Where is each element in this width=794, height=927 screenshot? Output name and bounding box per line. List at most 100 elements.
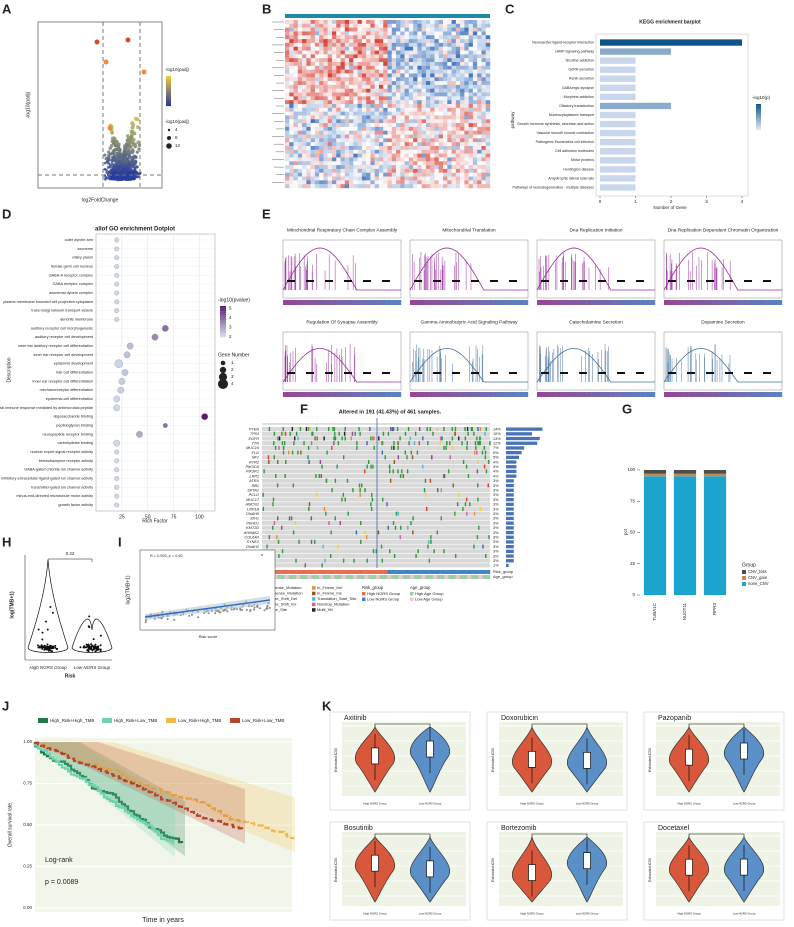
colorbar xyxy=(756,110,761,112)
heat-cell xyxy=(434,42,439,47)
heat-cell xyxy=(481,65,486,70)
heat-cell xyxy=(353,69,358,74)
scatter-point xyxy=(253,606,256,609)
heat-cell xyxy=(455,46,461,51)
heat-cell xyxy=(468,96,474,101)
heat-cell xyxy=(460,96,465,101)
volcano-point xyxy=(130,125,135,130)
heat-cell xyxy=(430,165,435,170)
heat-cell xyxy=(417,58,422,63)
heat-cell xyxy=(310,92,316,97)
mutation xyxy=(370,436,372,441)
volcano-point xyxy=(123,169,127,173)
heat-cell xyxy=(404,180,410,185)
size-key xyxy=(220,360,226,366)
mutation xyxy=(381,450,384,455)
heat-cell xyxy=(310,27,316,32)
rank-bar xyxy=(596,300,602,305)
heat-cell xyxy=(319,184,324,189)
heat-cell xyxy=(344,119,350,124)
rank-bar xyxy=(576,392,582,397)
heat-cell xyxy=(417,65,422,70)
mutation xyxy=(300,450,302,455)
heat-cell xyxy=(413,58,418,63)
percent-label: 3% xyxy=(493,531,499,535)
colorbar xyxy=(756,115,761,118)
heat-cell xyxy=(485,88,491,93)
heat-cell xyxy=(417,62,422,67)
dot xyxy=(136,431,143,438)
heat-cell xyxy=(378,134,384,139)
track-cell xyxy=(436,570,441,574)
y-tick-label: neuropeptide receptor binding xyxy=(43,432,93,436)
volcano-point xyxy=(122,151,126,155)
legend-swatch xyxy=(312,597,316,601)
heat-cell xyxy=(485,23,491,28)
heat-cell xyxy=(306,58,311,63)
heat-cell xyxy=(327,92,333,97)
track-cell xyxy=(398,575,403,579)
volcano-point xyxy=(103,59,109,65)
volcano-point xyxy=(119,166,123,170)
heat-cell xyxy=(314,50,320,55)
track-cell xyxy=(277,570,282,574)
jitter-point xyxy=(55,647,58,650)
percent-label: 1% xyxy=(493,564,499,568)
heat-cell xyxy=(447,73,452,78)
heat-cell xyxy=(357,184,363,189)
heat-cell xyxy=(434,126,439,131)
heat-cell xyxy=(297,161,303,166)
heat-cell xyxy=(451,119,457,124)
dot xyxy=(114,264,120,269)
heat-cell xyxy=(361,88,367,93)
heat-cell xyxy=(361,46,367,51)
volcano-point xyxy=(111,177,115,181)
heat-cell xyxy=(327,58,333,63)
heat-cell xyxy=(336,42,341,47)
mutation xyxy=(319,459,322,464)
colorbar xyxy=(166,94,171,96)
heat-cell xyxy=(336,27,341,32)
rank-bar xyxy=(541,392,548,397)
heat-cell xyxy=(370,142,375,147)
heat-cell xyxy=(477,149,482,154)
heat-cell xyxy=(430,62,435,67)
heat-cell xyxy=(378,165,384,170)
heat-cell xyxy=(353,172,358,177)
mutation xyxy=(316,445,319,450)
heat-cell xyxy=(434,172,439,177)
heat-cell xyxy=(319,119,324,124)
heat-cell xyxy=(306,42,311,47)
heat-cell xyxy=(413,84,418,89)
heat-cell xyxy=(460,107,465,112)
heat-cell xyxy=(400,126,405,131)
heat-cell xyxy=(421,165,427,170)
heat-cell xyxy=(425,54,431,59)
heat-cell xyxy=(477,92,482,97)
heat-cell xyxy=(357,149,363,154)
heat-cell xyxy=(323,161,328,166)
legend-label: Splice_Site xyxy=(267,607,288,612)
heat-cell xyxy=(357,111,363,116)
heat-cell xyxy=(485,184,491,189)
heat-cell xyxy=(374,73,380,78)
volcano-point xyxy=(107,150,111,154)
heat-cell xyxy=(430,27,435,32)
mutation xyxy=(297,436,299,441)
track-bg xyxy=(262,478,490,483)
panel-letter: D xyxy=(2,206,11,221)
size-key xyxy=(218,379,228,389)
heat-cell xyxy=(460,46,465,51)
dot xyxy=(114,290,120,296)
heat-cell xyxy=(425,81,431,86)
colorbar xyxy=(220,316,226,318)
heat-cell xyxy=(344,115,350,120)
heat-cell xyxy=(464,31,469,36)
fit-line xyxy=(144,599,271,618)
heat-cell xyxy=(349,39,354,44)
heat-cell xyxy=(289,153,294,158)
track-cell xyxy=(307,575,312,579)
x-tick-label: High NGRS Group xyxy=(677,912,701,916)
mutation xyxy=(477,441,479,446)
heat-cell xyxy=(323,153,328,158)
